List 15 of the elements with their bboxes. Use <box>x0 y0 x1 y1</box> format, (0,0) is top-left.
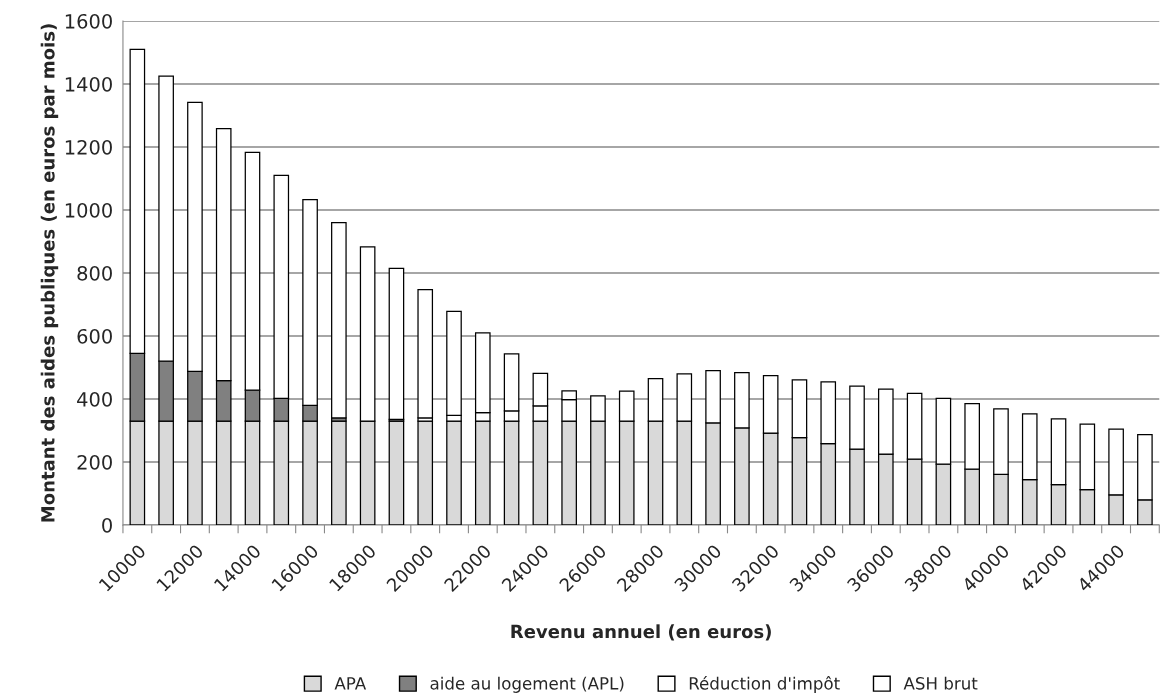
legend-label: ASH brut <box>903 676 978 690</box>
y-tick-label: 1200 <box>65 139 112 155</box>
legend-label: Réduction d'impôt <box>689 676 840 693</box>
y-tick-label: 1600 <box>65 13 112 29</box>
y-tick-label: 200 <box>77 454 112 470</box>
y-tick-label: 0 <box>102 517 112 533</box>
y-tick-label: 1000 <box>65 202 112 218</box>
legend-label: aide au logement (APL) <box>430 676 624 693</box>
x-axis-title: Revenu annuel (en euros) <box>511 624 771 641</box>
y-tick-label: 1400 <box>65 76 112 92</box>
y-tick-label: 400 <box>77 391 112 407</box>
legend-label: APA <box>334 677 367 690</box>
y-tick-label: 800 <box>77 265 112 281</box>
y-tick-label: 600 <box>77 328 112 344</box>
y-axis-title: Montant des aides publiques (en euros par mois) <box>40 24 59 522</box>
